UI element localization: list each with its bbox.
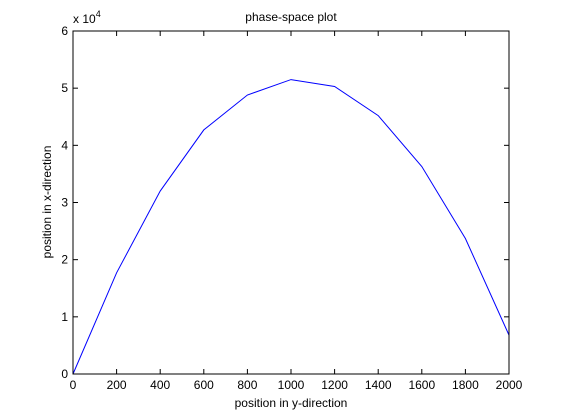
plot-area [73,31,509,374]
tick-labels: 0 200 400 600 800 1000 1200 1400 1600 1800 2000 0 1 2… [61,24,522,392]
y-exponent-base: x 10 [73,12,96,26]
series-line-0 [72,79,510,375]
series-group [72,79,510,375]
y-tick-label-1: 1 [61,310,68,324]
x-axis-label: position in y-direction [235,396,348,410]
y-tick-label-0: 0 [61,367,68,381]
y-exponent-label: x 104 [73,9,101,26]
y-tick-label-6: 6 [61,24,68,38]
x-tick-label-0: 0 [70,378,77,392]
y-tick-label-2: 2 [61,253,68,267]
x-tick-label-10: 2000 [496,378,523,392]
x-tick-label-5: 1000 [278,378,305,392]
axes-box [72,30,510,375]
x-tick-label-1: 200 [107,378,127,392]
y-tick-label-5: 5 [61,81,68,95]
x-tick-label-4: 800 [237,378,257,392]
x-tick-label-9: 1800 [452,378,479,392]
x-tick-label-2: 400 [150,378,170,392]
y-exponent-power: 4 [96,9,101,19]
x-tick-label-7: 1400 [365,378,392,392]
x-tick-label-6: 1200 [321,378,348,392]
x-tick-label-3: 600 [194,378,214,392]
x-tick-label-8: 1600 [408,378,435,392]
y-tick-label-4: 4 [61,138,68,152]
y-axis-label: position in x-direction [40,146,54,259]
y-tick-label-3: 3 [61,196,68,210]
chart-title: phase-space plot [245,10,337,24]
